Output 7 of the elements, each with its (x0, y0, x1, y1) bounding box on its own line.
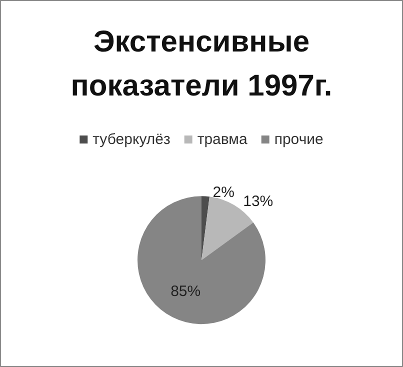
legend-label: травма (197, 131, 248, 148)
data-label: 13% (243, 193, 274, 210)
data-label: 2% (212, 184, 234, 201)
chart-title: Экстенсивные показатели 1997г. (70, 26, 332, 102)
legend-label: туберкулёз (92, 131, 170, 148)
data-label: 85% (170, 282, 201, 300)
legend-label: прочие (274, 131, 324, 148)
